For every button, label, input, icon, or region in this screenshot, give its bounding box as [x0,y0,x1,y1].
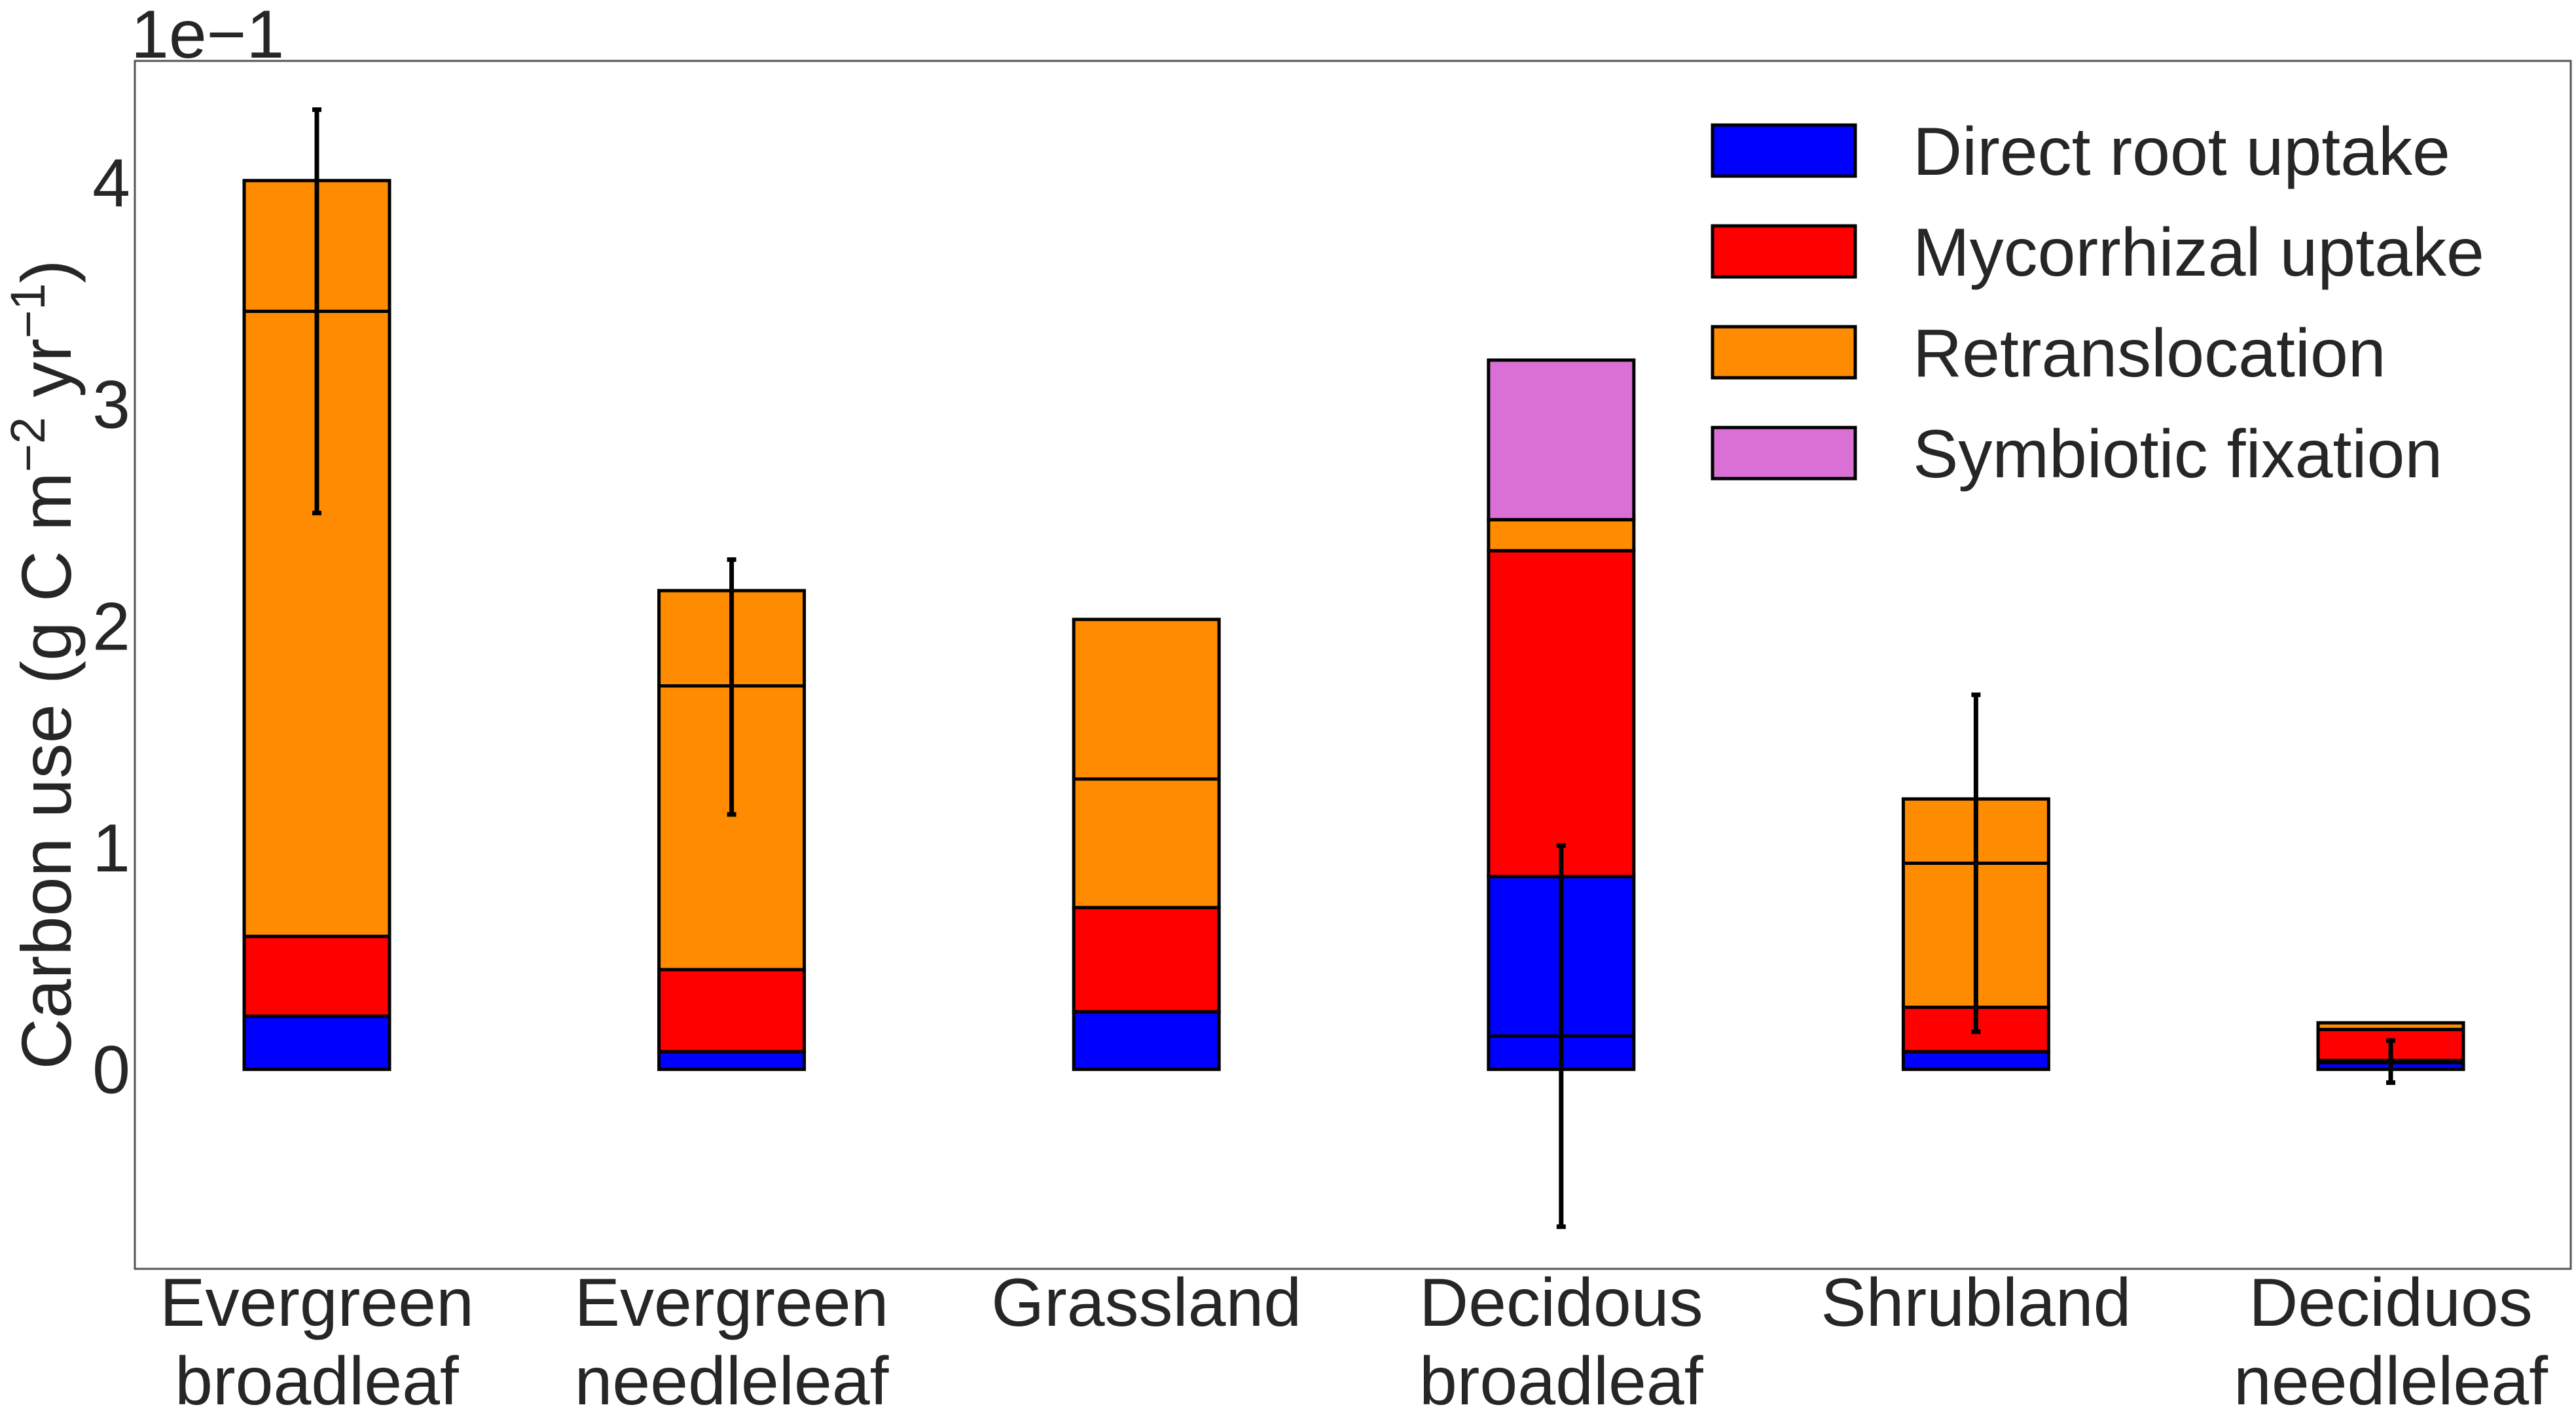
x-tick-label: Shrubland [1821,1265,2131,1341]
y-axis-title-part: Carbon use (g C m [7,472,86,1069]
x-tick-label: Grassland [991,1265,1301,1341]
y-tick-label: 0 [92,1032,130,1108]
y-tick-label: 3 [92,367,130,443]
bar-segment [1487,549,1636,879]
legend-swatch [1711,426,1857,481]
y-axis-title-part: yr [7,338,86,417]
bar-segment [242,934,391,1018]
bar-segment [1901,1050,2050,1071]
legend-label: Mycorrhizal uptake [1913,215,2484,291]
y-tick-labels: 0 1 2 3 4 [92,145,130,1108]
bar-segment [242,1014,391,1071]
x-tick-label: broadleaf [175,1343,460,1419]
legend-swatch [1711,123,1857,178]
y-axis-title-part: ) [7,259,86,283]
x-tick-label: broadleaf [1419,1343,1704,1419]
x-tick-label: needleleaf [2234,1343,2549,1419]
bar-segment [1487,518,1636,553]
x-tick-label: Evergreen [575,1265,889,1341]
bar-segment [657,968,807,1053]
legend-swatch [1711,224,1857,279]
bar-segment [1487,358,1636,522]
bar-segment [657,1050,807,1071]
bar-segment [1072,905,1221,1013]
x-tick-label: Deciduos [2249,1265,2533,1341]
x-tick-label: needleleaf [575,1343,890,1419]
axis-multiplier: 1e−1 [131,0,284,73]
bar-segment [2316,1021,2465,1031]
bar-segment [1072,1010,1221,1071]
y-tick-label: 2 [92,589,130,665]
legend: Direct root uptake Mycorrhizal uptake Retr… [1711,114,2484,492]
y-axis-title-exponent: −1 [1,283,55,338]
x-tick-label: Decidous [1419,1265,1703,1341]
y-tick-label: 4 [92,145,130,221]
legend-label: Direct root uptake [1913,114,2450,190]
y-axis-title-exponent: −2 [1,417,55,472]
legend-label: Retranslocation [1913,316,2386,392]
y-tick-label: 1 [92,811,130,886]
x-tick-label: Evergreen [160,1265,474,1341]
legend-label: Symbiotic fixation [1913,416,2442,492]
bar-segment [1072,617,1221,909]
legend-swatch [1711,325,1857,380]
plot-frame [134,60,2572,1270]
y-axis-title: Carbon use (g C m−2 yr−1) [1,259,86,1069]
x-tick-labels: EvergreenbroadleafEvergreenneedleleafGra… [160,1265,2549,1419]
error-bars-layer [312,107,2395,1230]
